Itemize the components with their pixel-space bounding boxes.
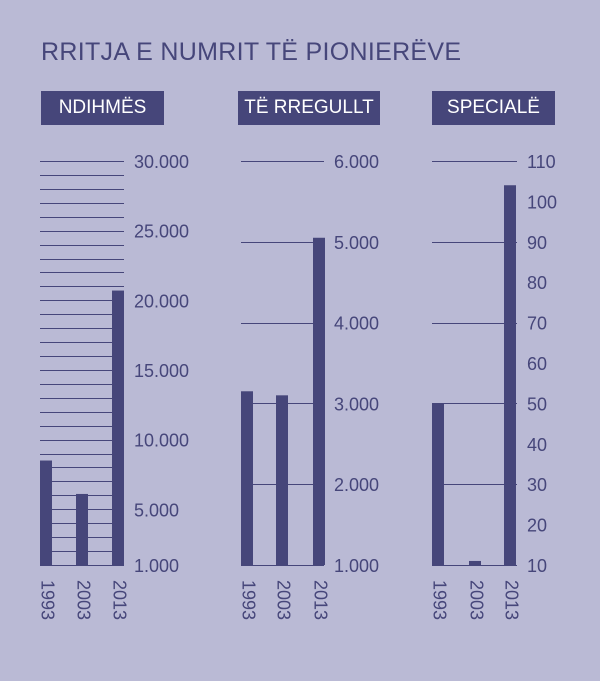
y-tick-label: 30.000 [134, 152, 189, 172]
x-tick-label: 1993 [238, 580, 258, 620]
y-tick-label: 1.000 [334, 556, 379, 576]
bar-1993 [432, 403, 444, 565]
bar-2013 [313, 237, 325, 565]
y-tick-label: 30 [527, 475, 547, 495]
panel-header-speciale: SPECIALË [432, 91, 555, 125]
y-tick-label: 25.000 [134, 222, 189, 242]
y-tick-label: 40 [527, 435, 547, 455]
x-tick-label: 2003 [273, 580, 293, 620]
x-tick-label: 1993 [37, 580, 57, 620]
y-tick-label: 20 [527, 516, 547, 536]
bar-2003 [276, 395, 288, 565]
y-tick-label: 6.000 [334, 152, 379, 172]
y-tick-label: 10 [527, 556, 547, 576]
y-tick-label: 3.000 [334, 394, 379, 414]
y-tick-label: 20.000 [134, 291, 189, 311]
y-tick-label: 10.000 [134, 431, 189, 451]
y-tick-label: 15.000 [134, 361, 189, 381]
x-tick-label: 2013 [310, 580, 330, 620]
x-tick-label: 2003 [73, 580, 93, 620]
y-tick-label: 1.000 [134, 556, 179, 576]
y-tick-label: 80 [527, 273, 547, 293]
y-tick-label: 60 [527, 354, 547, 374]
chart-title: RRITJA E NUMRIT TË PIONIERËVE [41, 38, 462, 66]
y-tick-label: 5.000 [134, 500, 179, 520]
bar-1993 [40, 460, 52, 565]
y-tick-label: 110 [527, 152, 556, 172]
x-tick-label: 2013 [501, 580, 521, 620]
x-tick-label: 1993 [429, 580, 449, 620]
panel-header-ndihmes: NDIHMËS [41, 91, 164, 125]
bar-2013 [504, 185, 516, 566]
y-tick-label: 50 [527, 394, 547, 414]
y-tick-label: 5.000 [334, 233, 379, 253]
bar-2003 [469, 560, 481, 565]
y-tick-label: 90 [527, 233, 547, 253]
bar-2003 [76, 493, 88, 565]
panel-header-te-rregullt: TË RREGULLT [238, 91, 380, 125]
y-tick-label: 100 [527, 192, 557, 212]
bar-2013 [112, 290, 124, 565]
x-tick-label: 2003 [466, 580, 486, 620]
x-tick-label: 2013 [109, 580, 129, 620]
y-tick-label: 70 [527, 314, 547, 334]
y-tick-label: 2.000 [334, 475, 379, 495]
bar-1993 [241, 391, 253, 565]
y-tick-label: 4.000 [334, 314, 379, 334]
